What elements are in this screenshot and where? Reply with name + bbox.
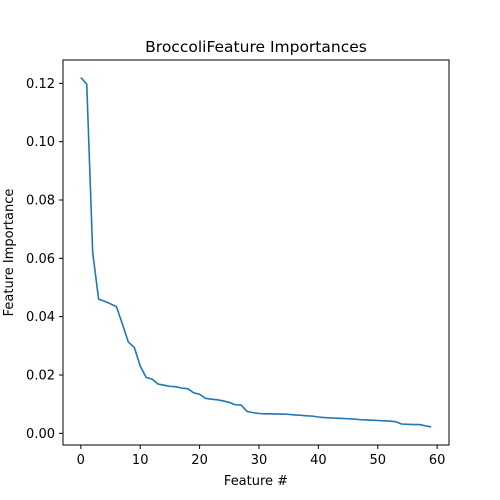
x-tick-label: 60 <box>429 453 446 468</box>
y-axis-ticks: 0.00 0.02 0.04 0.06 0.08 0.10 0.12 <box>26 77 63 442</box>
y-tick-label: 0.02 <box>26 369 55 384</box>
x-tick-label: 30 <box>251 453 268 468</box>
x-axis-ticks: 0 10 20 30 40 50 60 <box>77 445 446 468</box>
x-tick-label: 0 <box>77 453 85 468</box>
y-tick-label: 0.00 <box>26 427 55 442</box>
plot-area <box>81 78 431 427</box>
x-tick-label: 50 <box>369 453 386 468</box>
x-tick-label: 10 <box>132 453 149 468</box>
y-tick-label: 0.10 <box>26 135 55 150</box>
y-tick-label: 0.08 <box>26 194 55 209</box>
x-tick-label: 20 <box>191 453 208 468</box>
chart-title: BroccoliFeature Importances <box>145 38 367 56</box>
series-line-0 <box>81 78 431 427</box>
y-tick-label: 0.12 <box>26 77 55 92</box>
x-tick-label: 40 <box>310 453 327 468</box>
axes-frame <box>63 60 449 445</box>
y-tick-label: 0.04 <box>26 310 55 325</box>
y-tick-label: 0.06 <box>26 252 55 267</box>
y-axis-label: Feature Importance <box>2 189 17 317</box>
x-axis-label: Feature # <box>224 474 288 489</box>
